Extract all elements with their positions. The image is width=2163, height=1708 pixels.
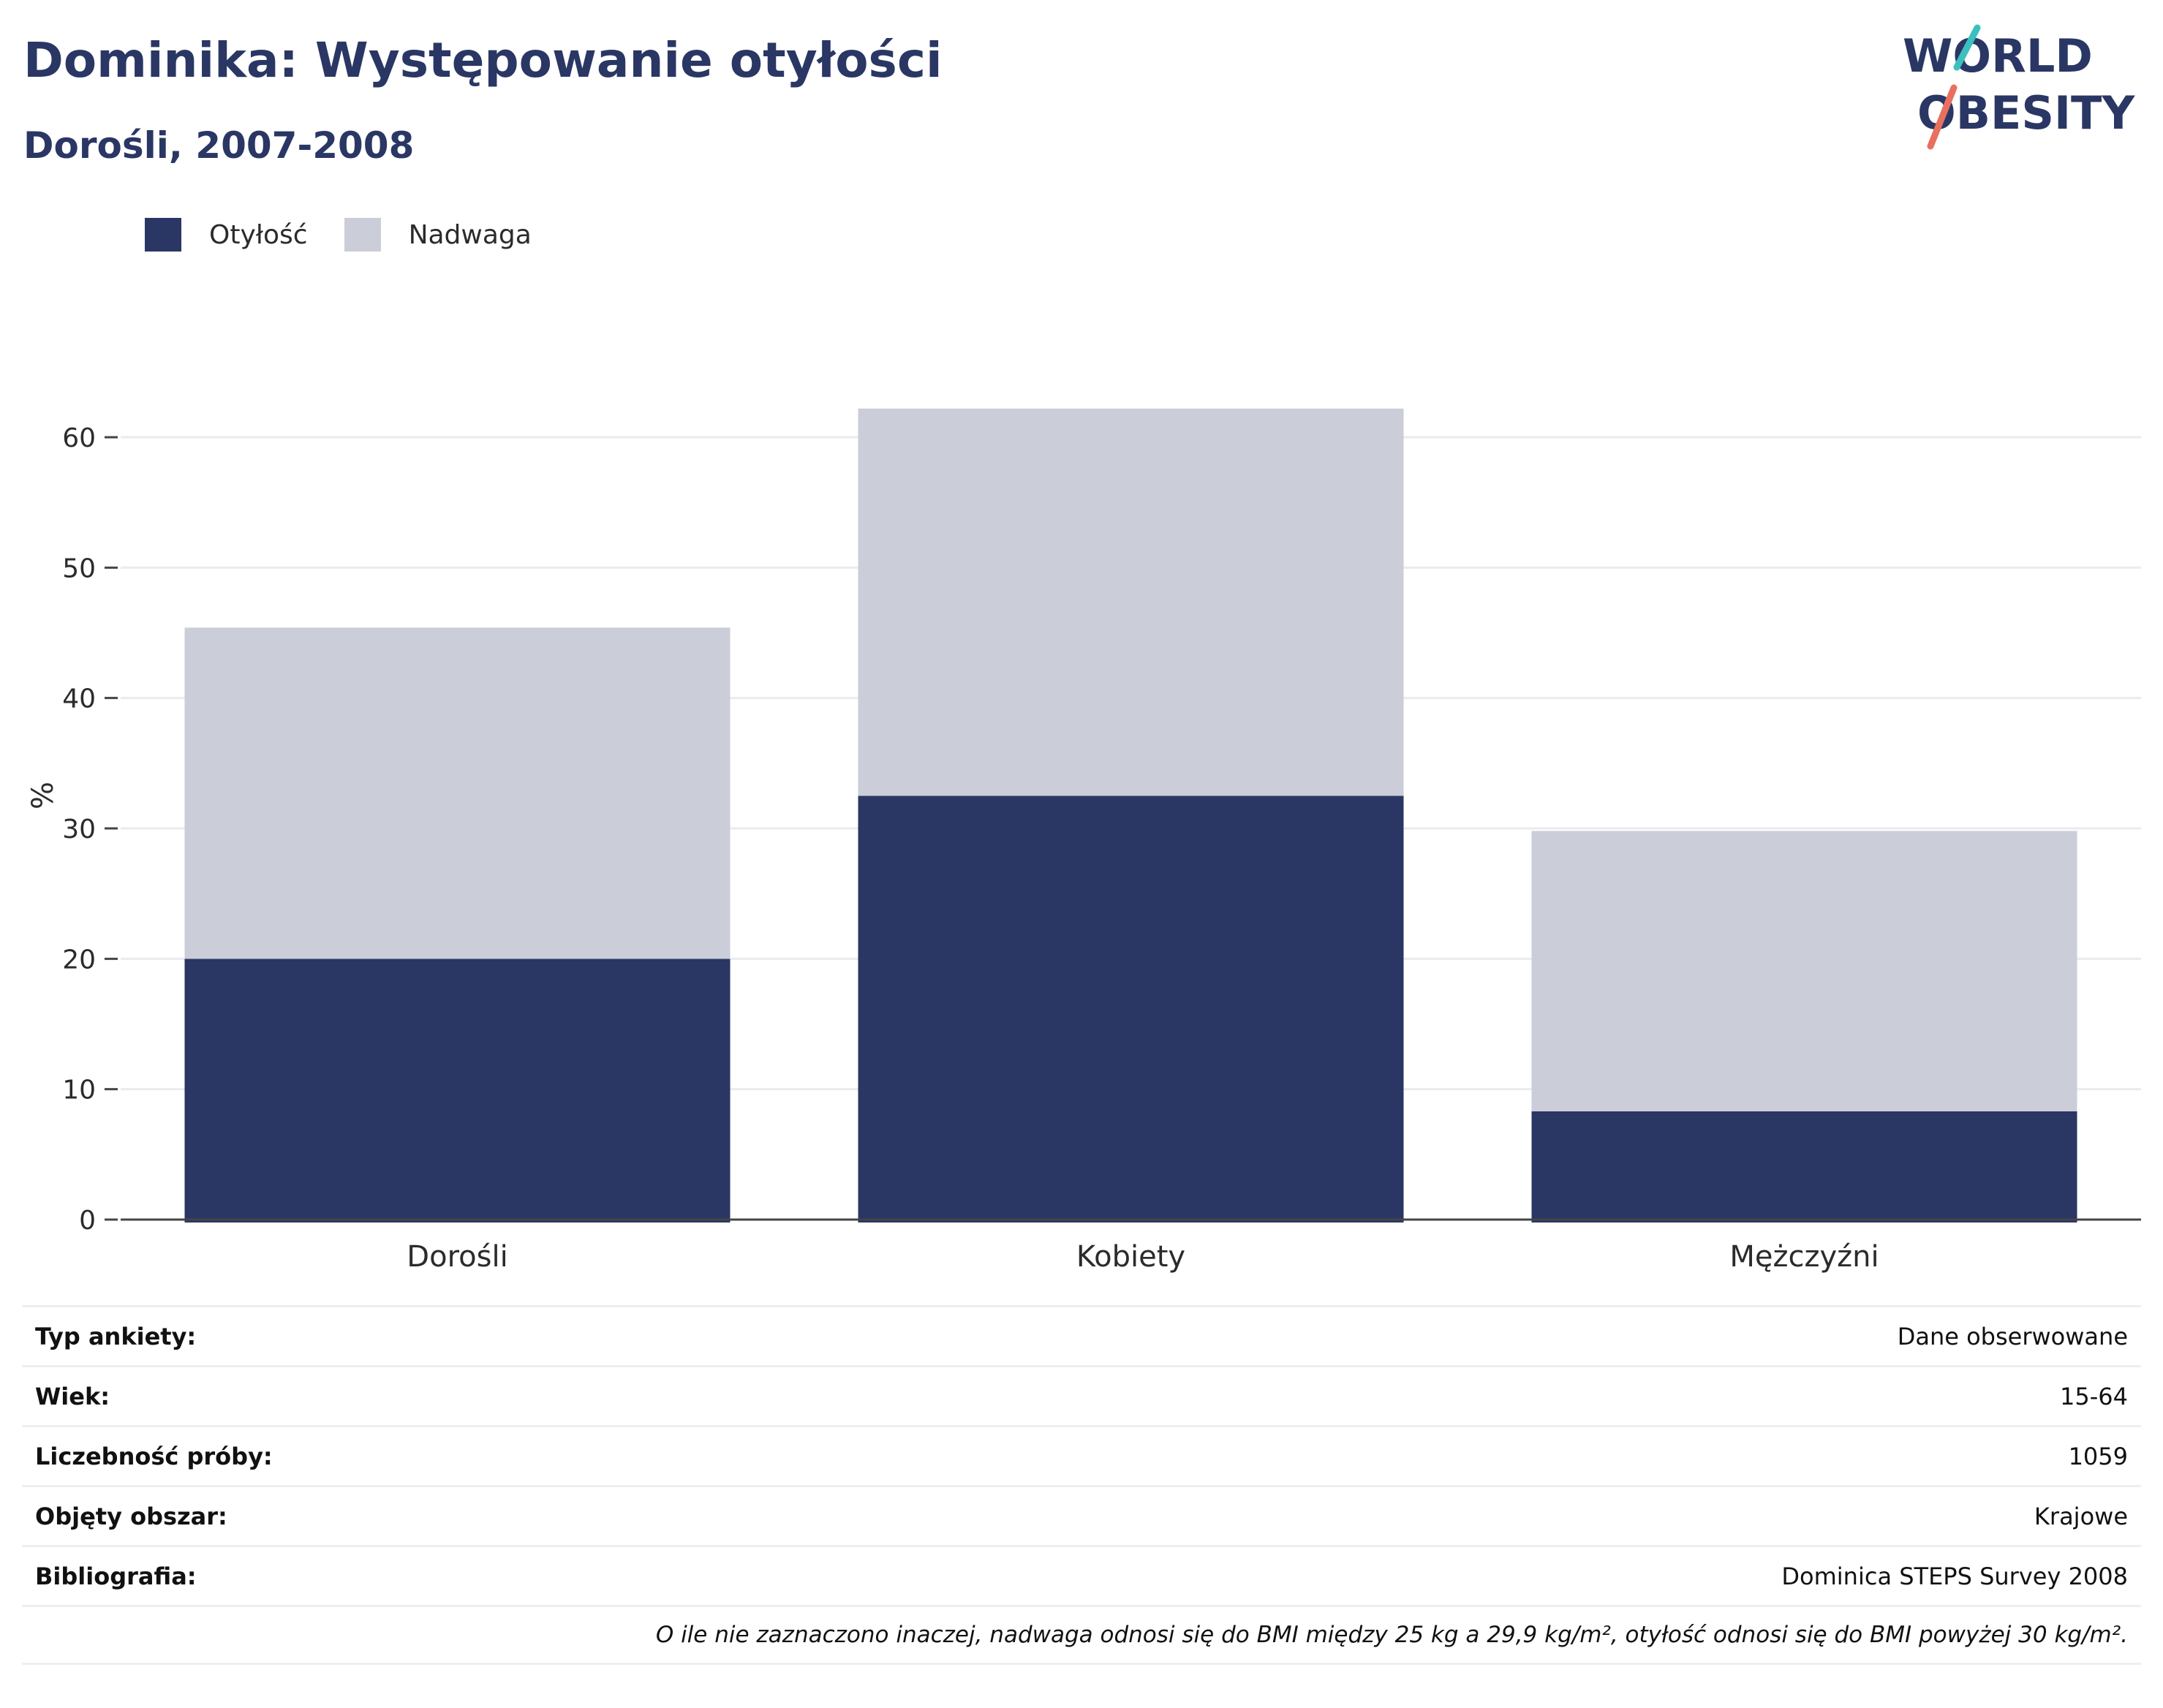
footnote: O ile nie zaznaczono inaczej, nadwaga od…	[655, 1622, 2128, 1648]
y-tick-label: 0	[79, 1206, 96, 1236]
info-value: Dominica STEPS Survey 2008	[1781, 1562, 2128, 1590]
legend: Otyłość Nadwaga	[145, 218, 568, 252]
bar-obesity-2	[1531, 1111, 2077, 1223]
info-row-survey-type: Typ ankiety: Dane obserwowane	[22, 1305, 2141, 1365]
bar-overweight-1	[858, 408, 1404, 796]
info-value: Dane obserwowane	[1897, 1322, 2128, 1350]
info-key: Wiek:	[35, 1382, 110, 1410]
bar-overweight-2	[1531, 831, 2077, 1111]
world-obesity-logo: WORLD OBESITY	[1903, 24, 2135, 150]
stacked-bar-chart: 0 10 20 30 40 50 60% Dorośli Kobiety Mężczyźni	[26, 408, 2141, 1274]
legend-label-overweight: Nadwaga	[408, 219, 532, 250]
info-row-sample-size: Liczebność próby: 1059	[22, 1425, 2141, 1485]
info-value: Krajowe	[2034, 1502, 2128, 1530]
y-tick-label: 20	[62, 945, 96, 975]
info-key: Typ ankiety:	[35, 1322, 197, 1350]
info-row-age: Wiek: 15-64	[22, 1365, 2141, 1425]
bar-obesity-0	[184, 959, 731, 1223]
legend-swatch-overweight	[344, 218, 381, 252]
y-tick-label: 60	[62, 423, 96, 453]
info-key: Objęty obszar:	[35, 1502, 227, 1530]
x-category-label: Kobiety	[1076, 1240, 1185, 1274]
survey-info-table: Typ ankiety: Dane obserwowane Wiek: 15-6…	[22, 1305, 2141, 1665]
chart-title: Dominika: Występowanie otyłości	[23, 32, 943, 88]
y-tick-label: 40	[62, 684, 96, 714]
x-category-label: Dorośli	[407, 1240, 507, 1274]
legend-swatch-obesity	[145, 218, 181, 252]
logo-line1: WORLD	[1903, 29, 2093, 83]
info-row-bibliography: Bibliografia: Dominica STEPS Survey 2008	[22, 1545, 2141, 1605]
y-axis-label: %	[26, 782, 60, 809]
bar-obesity-1	[858, 796, 1404, 1223]
y-tick-label: 10	[62, 1076, 96, 1106]
legend-label-obesity: Otyłość	[209, 219, 308, 250]
y-tick-label: 50	[62, 553, 96, 583]
logo-slash-coral	[1927, 84, 1958, 150]
info-row-coverage: Objęty obszar: Krajowe	[22, 1485, 2141, 1545]
info-value: 1059	[2068, 1442, 2128, 1470]
x-category-label: Mężczyźni	[1729, 1240, 1879, 1274]
info-key: Bibliografia:	[35, 1562, 197, 1590]
chart-subtitle: Dorośli, 2007-2008	[23, 124, 415, 167]
info-value: 15-64	[2060, 1382, 2128, 1410]
bar-overweight-0	[184, 627, 731, 959]
legend-item-obesity[interactable]: Otyłość	[145, 218, 308, 252]
footnote-row: O ile nie zaznaczono inaczej, nadwaga od…	[22, 1605, 2141, 1665]
legend-item-overweight[interactable]: Nadwaga	[344, 218, 532, 252]
y-tick-label: 30	[62, 815, 96, 844]
logo-slash-teal	[1953, 24, 1981, 71]
info-key: Liczebność próby:	[35, 1442, 273, 1470]
